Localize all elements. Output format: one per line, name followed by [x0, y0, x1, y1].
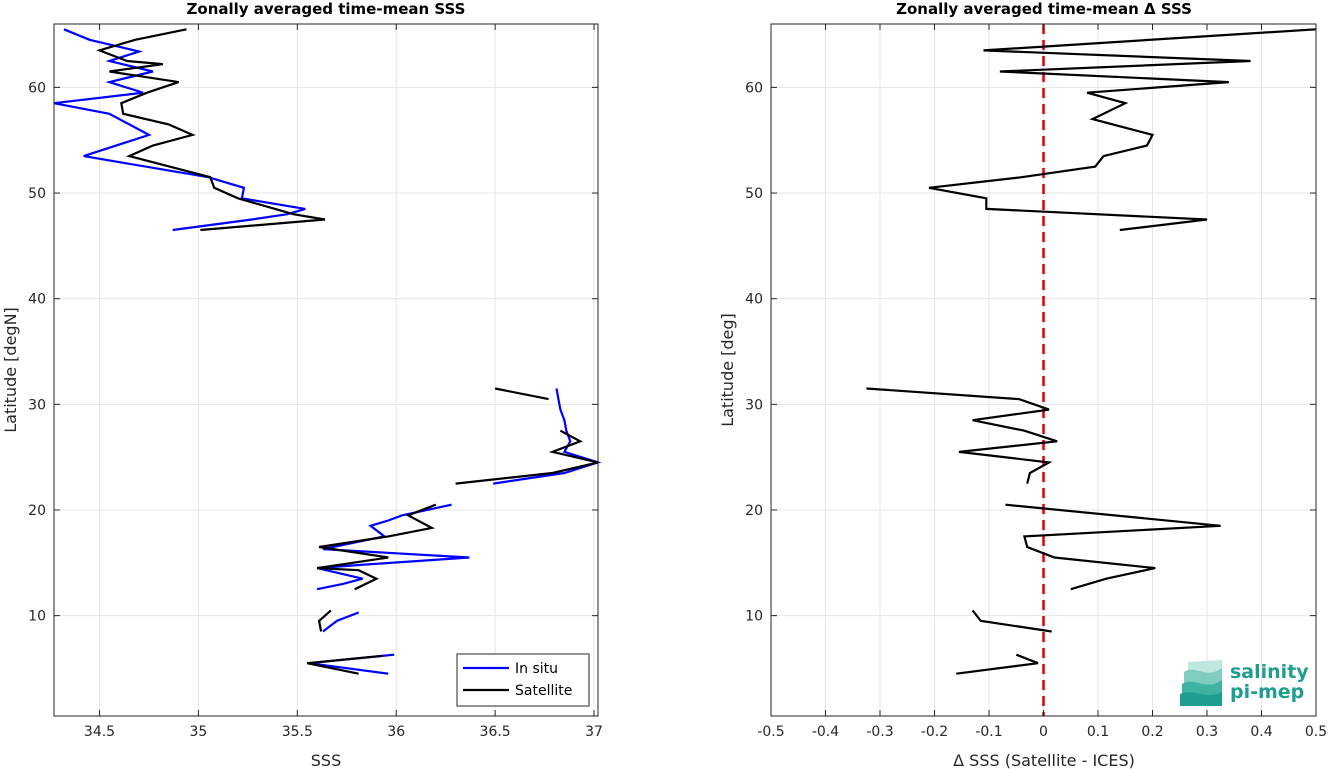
left-x-tick-label: 35.5: [282, 724, 313, 740]
left-y-tick-label: 40: [28, 292, 46, 308]
right-y-tick-label: 10: [745, 609, 763, 625]
left-y-axis-label: Latitude [degN]: [1, 307, 20, 433]
right-ticks: -0.5 -0.4 -0.3 -0.2 -0.1 0 0.1 0.2 0.3 0.4 0.5 10 20…: [745, 24, 1327, 740]
logo-text-pi-mep: pi-mep: [1230, 681, 1304, 703]
right-x-tick-label: -0.5: [757, 724, 784, 740]
left-series-in-situ-line: [322, 611, 359, 633]
left-y-tick-label: 10: [28, 609, 46, 625]
left-x-tick-label: 36.5: [480, 724, 511, 740]
left-y-tick-label: 20: [28, 503, 46, 519]
wave-logo-icon: [1180, 660, 1222, 706]
right-panel: Zonally averaged time-mean Δ SSS -0.5 -0.…: [718, 0, 1327, 769]
left-series-satellite-line: [317, 609, 332, 632]
right-x-tick-label: 0.5: [1305, 724, 1327, 740]
right-x-axis-label: Δ SSS (Satellite - ICES): [953, 751, 1135, 769]
right-series-delta-sss-line: [956, 653, 1039, 675]
left-panel: Zonally averaged time-mean SSS 34.5 35 35.…: [1, 0, 603, 769]
right-x-tick-label: -0.4: [812, 724, 839, 740]
right-y-tick-label: 50: [745, 186, 763, 202]
legend-label-satellite: Satellite: [515, 683, 572, 699]
legend-box: [456, 653, 590, 707]
right-x-tick-label: -0.1: [975, 724, 1002, 740]
left-series-group: [53, 28, 602, 675]
right-y-tick-label: 60: [745, 80, 763, 96]
right-x-tick-label: -0.2: [921, 724, 948, 740]
right-y-tick-label: 30: [745, 397, 763, 413]
salinity-pi-mep-logo: salinity pi-mep: [1180, 660, 1309, 706]
left-y-tick-label: 30: [28, 397, 46, 413]
logo-text-salinity: salinity: [1230, 661, 1309, 683]
right-series-delta-sss-line: [928, 28, 1317, 232]
left-series-satellite-line: [316, 503, 437, 591]
left-y-tick-label: 50: [28, 186, 46, 202]
right-y-tick-label: 20: [745, 503, 763, 519]
right-x-tick-label: 0: [1039, 724, 1048, 740]
left-ticks: 34.5 35 35.5 36 36.5 37 10 20 30 40 50 60: [28, 24, 603, 740]
right-series-delta-sss-line: [1005, 503, 1221, 591]
right-series-delta-sss-line: [971, 609, 1052, 633]
left-x-axis-label: SSS: [311, 751, 341, 769]
left-x-tick-label: 34.5: [84, 724, 115, 740]
right-x-tick-label: 0.3: [1196, 724, 1218, 740]
left-series-satellite-line: [96, 28, 326, 232]
left-axes-box: [53, 23, 599, 717]
right-y-axis-label: Latitude [deg]: [718, 313, 737, 427]
right-x-tick-label: 0.4: [1250, 724, 1272, 740]
left-grid: [54, 24, 598, 716]
left-y-tick-label: 60: [28, 80, 46, 96]
legend: In situ Satellite: [456, 653, 590, 707]
left-series-in-situ-line: [53, 28, 306, 232]
left-series-satellite-line: [494, 387, 549, 401]
right-x-tick-label: -0.3: [866, 724, 893, 740]
left-x-tick-label: 36: [387, 724, 405, 740]
left-x-tick-label: 35: [189, 724, 207, 740]
left-series-satellite-line: [306, 654, 383, 675]
left-series-in-situ-line: [309, 653, 395, 675]
right-series-delta-sss-line: [866, 387, 1058, 484]
right-x-tick-label: 0.2: [1141, 724, 1163, 740]
left-x-tick-label: 37: [585, 724, 603, 740]
right-series-group: [866, 28, 1317, 675]
left-series-in-situ-line: [316, 503, 470, 591]
left-series-satellite-line: [455, 429, 599, 485]
right-y-tick-label: 40: [745, 292, 763, 308]
right-x-tick-label: 0.1: [1087, 724, 1109, 740]
right-chart-title: Zonally averaged time-mean Δ SSS: [896, 0, 1192, 18]
legend-label-in-situ: In situ: [515, 661, 558, 677]
left-chart-title: Zonally averaged time-mean SSS: [187, 0, 466, 18]
left-series-in-situ-line: [493, 388, 602, 485]
